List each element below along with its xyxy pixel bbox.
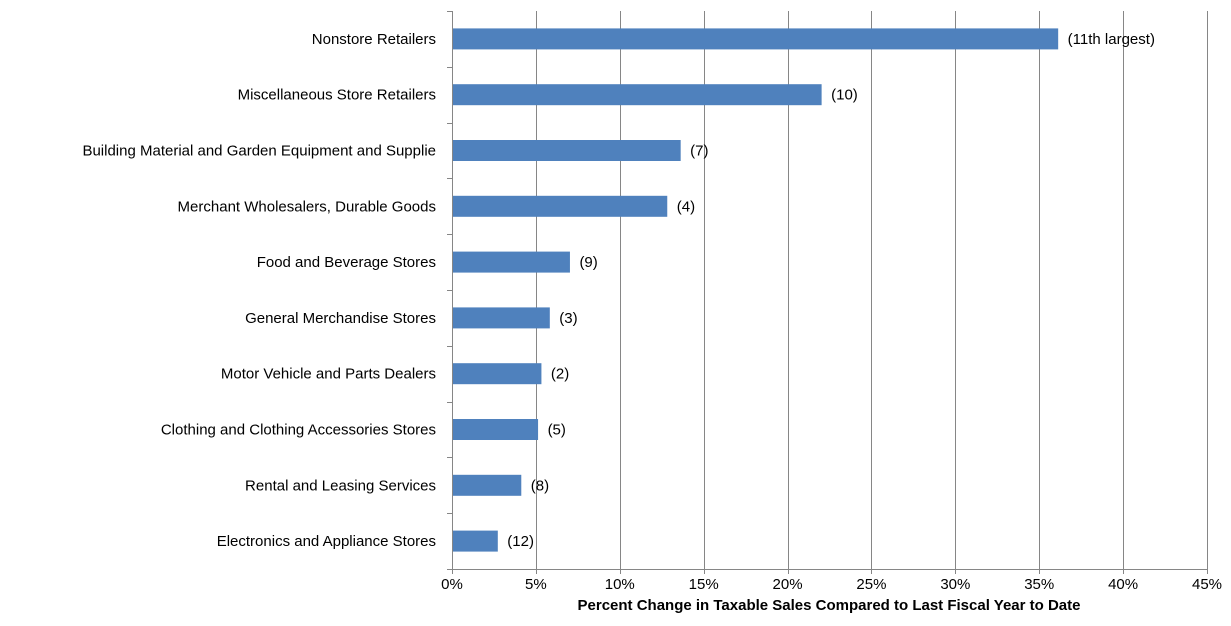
bar <box>452 474 522 496</box>
bar <box>452 28 1059 50</box>
data-label: (3) <box>559 310 577 327</box>
bar <box>452 140 681 161</box>
bar <box>452 195 668 217</box>
data-label: (11th largest) <box>1068 31 1155 48</box>
data-label: (2) <box>551 366 569 383</box>
axes <box>447 11 1208 574</box>
x-tick-label: 0% <box>441 576 463 593</box>
x-axis-title: Percent Change in Taxable Sales Compared… <box>578 597 1081 614</box>
category-label: Food and Beverage Stores <box>257 254 436 271</box>
x-tick-label: 20% <box>773 576 803 593</box>
category-label: General Merchandise Stores <box>245 310 436 327</box>
bar <box>452 363 542 385</box>
bar <box>452 419 539 440</box>
bar <box>452 307 550 329</box>
x-tick-label: 15% <box>689 576 719 593</box>
bars <box>452 28 1059 552</box>
x-tick-label: 40% <box>1108 576 1138 593</box>
data-label: (8) <box>531 477 549 494</box>
category-label: Building Material and Garden Equipment a… <box>82 143 436 160</box>
category-label: Miscellaneous Store Retailers <box>238 87 436 104</box>
x-tick-label: 30% <box>940 576 970 593</box>
x-tick-label: 45% <box>1192 576 1222 593</box>
data-label: (10) <box>831 87 858 104</box>
data-label: (12) <box>507 533 534 550</box>
bar <box>452 84 822 106</box>
category-label: Motor Vehicle and Parts Dealers <box>221 366 436 383</box>
category-label: Nonstore Retailers <box>312 31 436 48</box>
data-label: (9) <box>579 254 597 271</box>
data-label: (5) <box>548 422 566 439</box>
x-tick-label: 25% <box>856 576 886 593</box>
bar <box>452 251 570 273</box>
bar <box>452 530 498 552</box>
data-label: (4) <box>677 198 695 215</box>
category-label: Merchant Wholesalers, Durable Goods <box>178 198 436 215</box>
category-label: Rental and Leasing Services <box>245 477 436 494</box>
category-label: Clothing and Clothing Accessories Stores <box>161 422 436 439</box>
x-tick-label: 35% <box>1024 576 1054 593</box>
data-label: (7) <box>690 143 708 160</box>
x-tick-label: 5% <box>525 576 547 593</box>
labels: 0% 5% 10% 15% 20% 25% 30% 35% 40% 45% Nonstore Ret… <box>82 31 1222 593</box>
x-tick-label: 10% <box>605 576 635 593</box>
category-label: Electronics and Appliance Stores <box>217 533 436 550</box>
